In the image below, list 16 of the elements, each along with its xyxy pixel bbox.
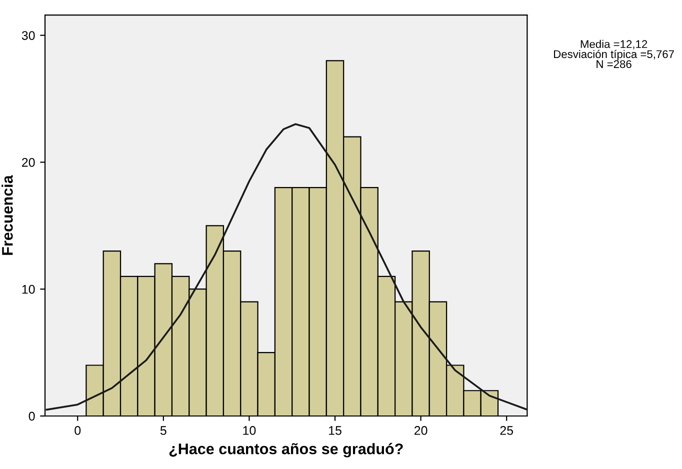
text: Desviación típica =5,767 <box>554 50 674 60</box>
x-tick-label: 15 <box>329 426 342 435</box>
y-tick-label: 20 <box>22 158 35 167</box>
text: N =286 <box>596 60 632 68</box>
text: Media =12,12 <box>580 40 648 50</box>
x-tick-label: 25 <box>500 426 514 435</box>
line-series <box>46 123 528 411</box>
x-tick-label: 0 <box>74 426 81 435</box>
x-tick-label: 5 <box>160 426 166 435</box>
x-axis-title: ¿Hace cuantos años se graduó? <box>169 442 403 458</box>
x-tick-label: 20 <box>414 426 428 435</box>
y-tick-label: 10 <box>22 284 35 294</box>
y-tick-label: 30 <box>22 31 35 40</box>
y-tick-label: 0 <box>28 412 35 421</box>
y-axis-title: Frecuencia <box>2 175 13 255</box>
x-tick-label: 10 <box>243 426 256 435</box>
